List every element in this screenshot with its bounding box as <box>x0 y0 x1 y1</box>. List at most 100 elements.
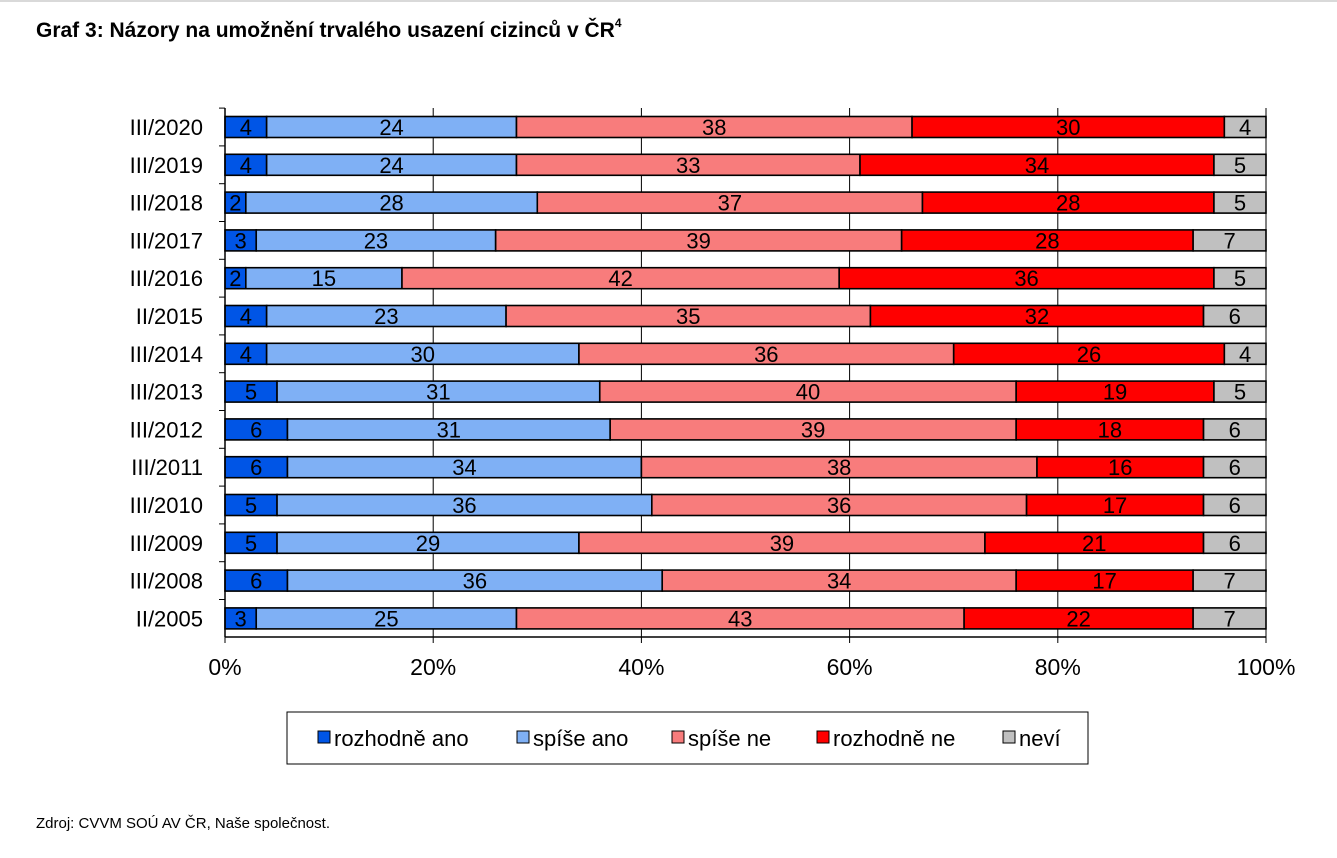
legend-label: neví <box>1019 726 1061 751</box>
data-label: 17 <box>1103 493 1127 518</box>
data-label: 5 <box>1234 153 1246 178</box>
data-label: 26 <box>1077 342 1101 367</box>
x-tick-label: 40% <box>618 654 664 680</box>
data-label: 4 <box>240 115 252 140</box>
legend-label: spíše ano <box>533 726 628 751</box>
data-label: 28 <box>379 191 403 216</box>
x-tick-label: 60% <box>827 654 873 680</box>
legend-label: rozhodně ne <box>833 726 955 751</box>
data-label: 18 <box>1098 417 1122 442</box>
data-label: 4 <box>1239 342 1251 367</box>
data-label: 24 <box>379 153 403 178</box>
data-label: 39 <box>686 228 710 253</box>
legend-swatch <box>516 730 530 744</box>
top-rule <box>0 0 1337 2</box>
category-label: III/2018 <box>130 191 203 216</box>
grid-lines <box>432 108 1267 637</box>
legend-label: spíše ne <box>688 726 771 751</box>
bar-segment <box>1223 342 1267 366</box>
bar-segment <box>1213 191 1267 214</box>
data-label: 38 <box>702 115 726 140</box>
data-label: 35 <box>676 304 700 329</box>
data-label: 31 <box>426 380 450 405</box>
data-label: 36 <box>1014 266 1038 291</box>
category-label: III/2009 <box>130 531 203 556</box>
data-label: 5 <box>245 493 257 518</box>
data-label: 34 <box>452 455 476 480</box>
data-label: 6 <box>1229 531 1241 556</box>
bar-segment <box>1192 607 1267 630</box>
data-label: 30 <box>411 342 435 367</box>
category-label: III/2008 <box>130 569 203 594</box>
data-label: 39 <box>770 531 794 556</box>
bar-segment <box>1202 304 1267 328</box>
data-label: 36 <box>827 493 851 518</box>
category-label: III/2010 <box>130 493 203 518</box>
data-label: 19 <box>1103 380 1127 405</box>
data-label: 7 <box>1223 228 1235 253</box>
data-label: 34 <box>827 569 851 594</box>
bar-segment <box>1192 229 1267 252</box>
data-label: 2 <box>229 191 241 216</box>
data-label: 40 <box>796 380 820 405</box>
data-label: 16 <box>1108 455 1132 480</box>
category-label: III/2019 <box>130 153 203 178</box>
x-tick-label: 0% <box>208 654 241 680</box>
x-tick-label: 100% <box>1237 654 1296 680</box>
data-label: 3 <box>234 228 246 253</box>
category-label: II/2005 <box>136 606 203 631</box>
category-label: III/2013 <box>130 380 203 405</box>
data-label: 42 <box>608 266 632 291</box>
axes: 0% 20% 40% 60% 80% 100% III/2020 III/2019 III/20… <box>130 107 1296 680</box>
bar-segment <box>1192 569 1267 592</box>
data-label: 6 <box>1229 417 1241 442</box>
data-label: 5 <box>1234 266 1246 291</box>
chart-title: Graf 3: Názory na umožnění trvalého usaz… <box>36 16 622 42</box>
data-label: 5 <box>245 531 257 556</box>
data-label: 4 <box>240 153 252 178</box>
legend-swatch <box>1002 730 1016 744</box>
data-label: 23 <box>374 304 398 329</box>
legend-swatch <box>816 730 830 744</box>
data-label: 36 <box>452 493 476 518</box>
data-label: 25 <box>374 606 398 631</box>
bar-segment <box>1202 531 1267 555</box>
bar-segment <box>1213 266 1267 290</box>
data-label: 30 <box>1056 115 1080 140</box>
data-label: 31 <box>437 417 461 442</box>
category-label: III/2016 <box>130 266 203 291</box>
bar-segment <box>1202 493 1267 517</box>
data-label: 15 <box>312 266 336 291</box>
data-label: 7 <box>1223 569 1235 594</box>
data-label: 29 <box>416 531 440 556</box>
x-tick-label: 80% <box>1035 654 1081 680</box>
data-label: 34 <box>1025 153 1049 178</box>
bar-segment <box>1202 455 1267 479</box>
data-label: 4 <box>240 304 252 329</box>
data-label: 24 <box>379 115 403 140</box>
data-label: 39 <box>801 417 825 442</box>
data-label: 36 <box>463 569 487 594</box>
data-label: 17 <box>1092 569 1116 594</box>
data-label: 6 <box>1229 493 1241 518</box>
data-label: 6 <box>250 417 262 442</box>
legend-box <box>286 711 1089 765</box>
data-label: 6 <box>250 455 262 480</box>
bar-segment <box>1213 380 1267 403</box>
data-label: 5 <box>1234 380 1246 405</box>
stacked-bar-chart: 4 24 38 30 44 24 33 34 52 28 37 28 53 23 39 28 72 15 42 36 5… <box>130 107 1296 765</box>
data-label: 37 <box>718 191 742 216</box>
data-label: 33 <box>676 153 700 178</box>
data-label: 5 <box>1234 191 1246 216</box>
data-label: 4 <box>240 342 252 367</box>
bar-segment <box>1202 418 1267 441</box>
data-label: 43 <box>728 606 752 631</box>
category-label: III/2011 <box>131 455 203 480</box>
data-label: 28 <box>1056 191 1080 216</box>
category-label: III/2012 <box>130 417 203 442</box>
legend-label: rozhodně ano <box>334 726 469 751</box>
legend: rozhodně ano spíše ano spíše ne rozhodně ne… <box>286 711 1089 765</box>
category-label: III/2017 <box>130 228 203 253</box>
data-label: 36 <box>754 342 778 367</box>
data-label: 6 <box>250 569 262 594</box>
